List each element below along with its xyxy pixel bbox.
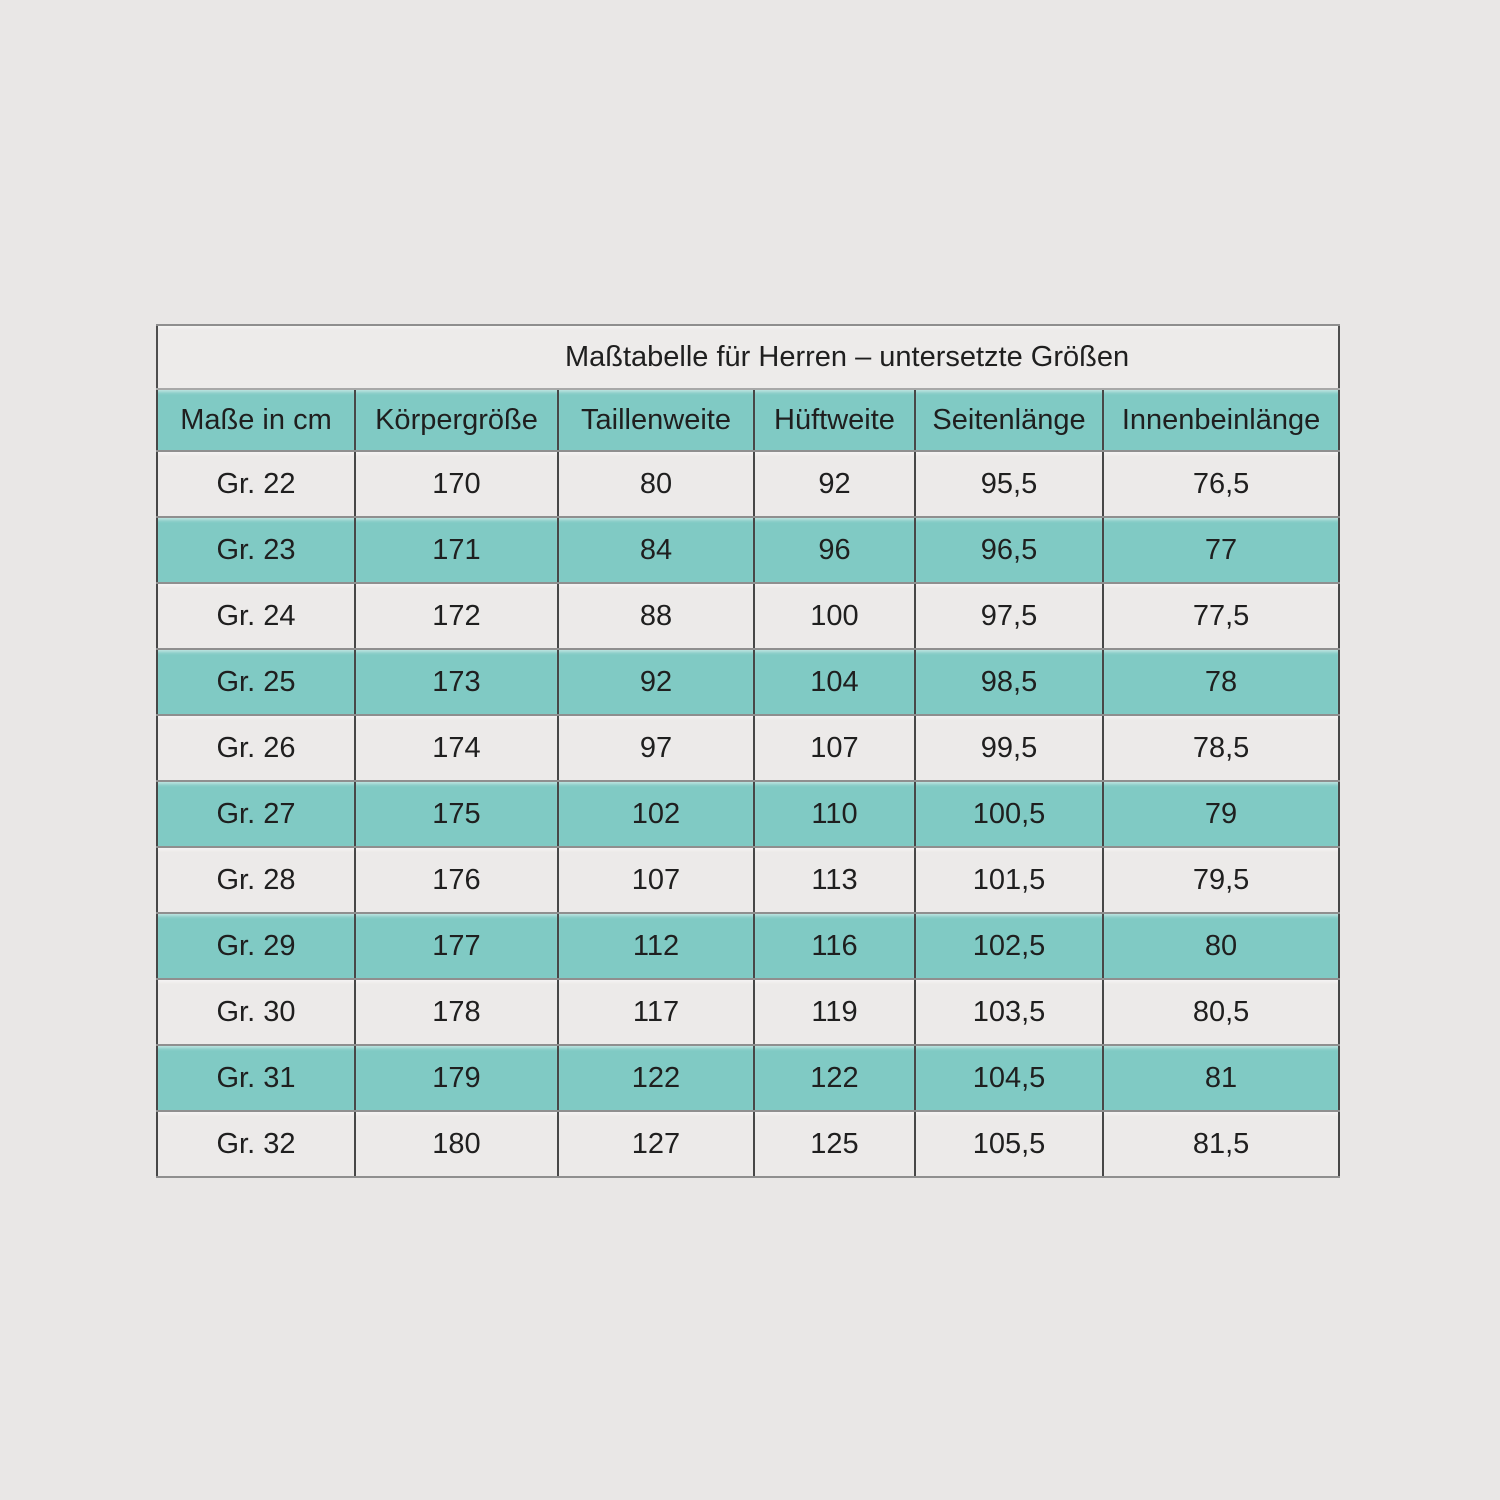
- table-row: Gr. 25 173 92 104 98,5 78: [156, 648, 1341, 716]
- table-row: Gr. 32 180 127 125 105,5 81,5: [156, 1110, 1341, 1178]
- value-cell: 103,5: [914, 978, 1104, 1046]
- column-header-koerpergroesse: Körpergröße: [354, 388, 559, 452]
- value-cell: 77,5: [1101, 582, 1341, 650]
- value-cell: 100,5: [914, 780, 1104, 848]
- table-row: Gr. 28 176 107 113 101,5 79,5: [156, 846, 1341, 914]
- size-label-cell: Gr. 24: [156, 582, 356, 650]
- table-row: Gr. 26 174 97 107 99,5 78,5: [156, 714, 1341, 782]
- column-header-seitenlaenge: Seitenlänge: [914, 388, 1104, 452]
- value-cell: 81,5: [1101, 1110, 1341, 1178]
- table-title-row: Maßtabelle für Herren – untersetzte Größ…: [157, 324, 1340, 390]
- value-cell: 92: [753, 450, 916, 518]
- value-cell: 102: [557, 780, 755, 848]
- size-label-cell: Gr. 32: [156, 1110, 356, 1178]
- value-cell: 107: [753, 714, 916, 782]
- value-cell: 80: [1101, 912, 1341, 980]
- table-row: Gr. 29 177 112 116 102,5 80: [156, 912, 1341, 980]
- value-cell: 117: [557, 978, 755, 1046]
- value-cell: 179: [354, 1044, 559, 1112]
- value-cell: 76,5: [1101, 450, 1341, 518]
- column-header-hueftweite: Hüftweite: [753, 388, 916, 452]
- value-cell: 96: [753, 516, 916, 584]
- value-cell: 127: [557, 1110, 755, 1178]
- value-cell: 112: [557, 912, 755, 980]
- value-cell: 171: [354, 516, 559, 584]
- column-header-innenbeinlaenge: Innenbeinlänge: [1101, 388, 1341, 452]
- table-row: Gr. 24 172 88 100 97,5 77,5: [156, 582, 1341, 650]
- size-label-cell: Gr. 31: [156, 1044, 356, 1112]
- size-label-cell: Gr. 29: [156, 912, 356, 980]
- value-cell: 80: [557, 450, 755, 518]
- value-cell: 80,5: [1101, 978, 1341, 1046]
- value-cell: 98,5: [914, 648, 1104, 716]
- table-header-row: Maße in cm Körpergröße Taillenweite Hüft…: [156, 388, 1341, 452]
- table-row: Gr. 22 170 80 92 95,5 76,5: [156, 450, 1341, 518]
- value-cell: 100: [753, 582, 916, 650]
- value-cell: 97: [557, 714, 755, 782]
- value-cell: 107: [557, 846, 755, 914]
- column-header-masse-in-cm: Maße in cm: [156, 388, 356, 452]
- measurement-table: Maßtabelle für Herren – untersetzte Größ…: [156, 324, 1341, 1178]
- value-cell: 99,5: [914, 714, 1104, 782]
- value-cell: 170: [354, 450, 559, 518]
- value-cell: 84: [557, 516, 755, 584]
- value-cell: 119: [753, 978, 916, 1046]
- table-row: Gr. 23 171 84 96 96,5 77: [156, 516, 1341, 584]
- value-cell: 81: [1101, 1044, 1341, 1112]
- value-cell: 101,5: [914, 846, 1104, 914]
- value-cell: 122: [753, 1044, 916, 1112]
- size-label-cell: Gr. 30: [156, 978, 356, 1046]
- value-cell: 79,5: [1101, 846, 1341, 914]
- size-label-cell: Gr. 23: [156, 516, 356, 584]
- value-cell: 104: [753, 648, 916, 716]
- size-label-cell: Gr. 25: [156, 648, 356, 716]
- size-label-cell: Gr. 26: [156, 714, 356, 782]
- table-title: Maßtabelle für Herren – untersetzte Größ…: [157, 324, 1340, 390]
- size-label-cell: Gr. 28: [156, 846, 356, 914]
- column-header-taillenweite: Taillenweite: [557, 388, 755, 452]
- value-cell: 177: [354, 912, 559, 980]
- value-cell: 77: [1101, 516, 1341, 584]
- table-row: Gr. 27 175 102 110 100,5 79: [156, 780, 1341, 848]
- value-cell: 116: [753, 912, 916, 980]
- value-cell: 173: [354, 648, 559, 716]
- value-cell: 175: [354, 780, 559, 848]
- value-cell: 79: [1101, 780, 1341, 848]
- value-cell: 92: [557, 648, 755, 716]
- value-cell: 105,5: [914, 1110, 1104, 1178]
- value-cell: 172: [354, 582, 559, 650]
- value-cell: 180: [354, 1110, 559, 1178]
- value-cell: 96,5: [914, 516, 1104, 584]
- value-cell: 88: [557, 582, 755, 650]
- value-cell: 125: [753, 1110, 916, 1178]
- value-cell: 78,5: [1101, 714, 1341, 782]
- value-cell: 78: [1101, 648, 1341, 716]
- value-cell: 113: [753, 846, 916, 914]
- table-body: Gr. 22 170 80 92 95,5 76,5 Gr. 23 171 84 96 96,5 77…: [156, 450, 1341, 1178]
- value-cell: 178: [354, 978, 559, 1046]
- value-cell: 174: [354, 714, 559, 782]
- table-row: Gr. 30 178 117 119 103,5 80,5: [156, 978, 1341, 1046]
- value-cell: 97,5: [914, 582, 1104, 650]
- size-label-cell: Gr. 22: [156, 450, 356, 518]
- value-cell: 176: [354, 846, 559, 914]
- value-cell: 104,5: [914, 1044, 1104, 1112]
- value-cell: 102,5: [914, 912, 1104, 980]
- value-cell: 95,5: [914, 450, 1104, 518]
- value-cell: 110: [753, 780, 916, 848]
- size-label-cell: Gr. 27: [156, 780, 356, 848]
- value-cell: 122: [557, 1044, 755, 1112]
- table-row: Gr. 31 179 122 122 104,5 81: [156, 1044, 1341, 1112]
